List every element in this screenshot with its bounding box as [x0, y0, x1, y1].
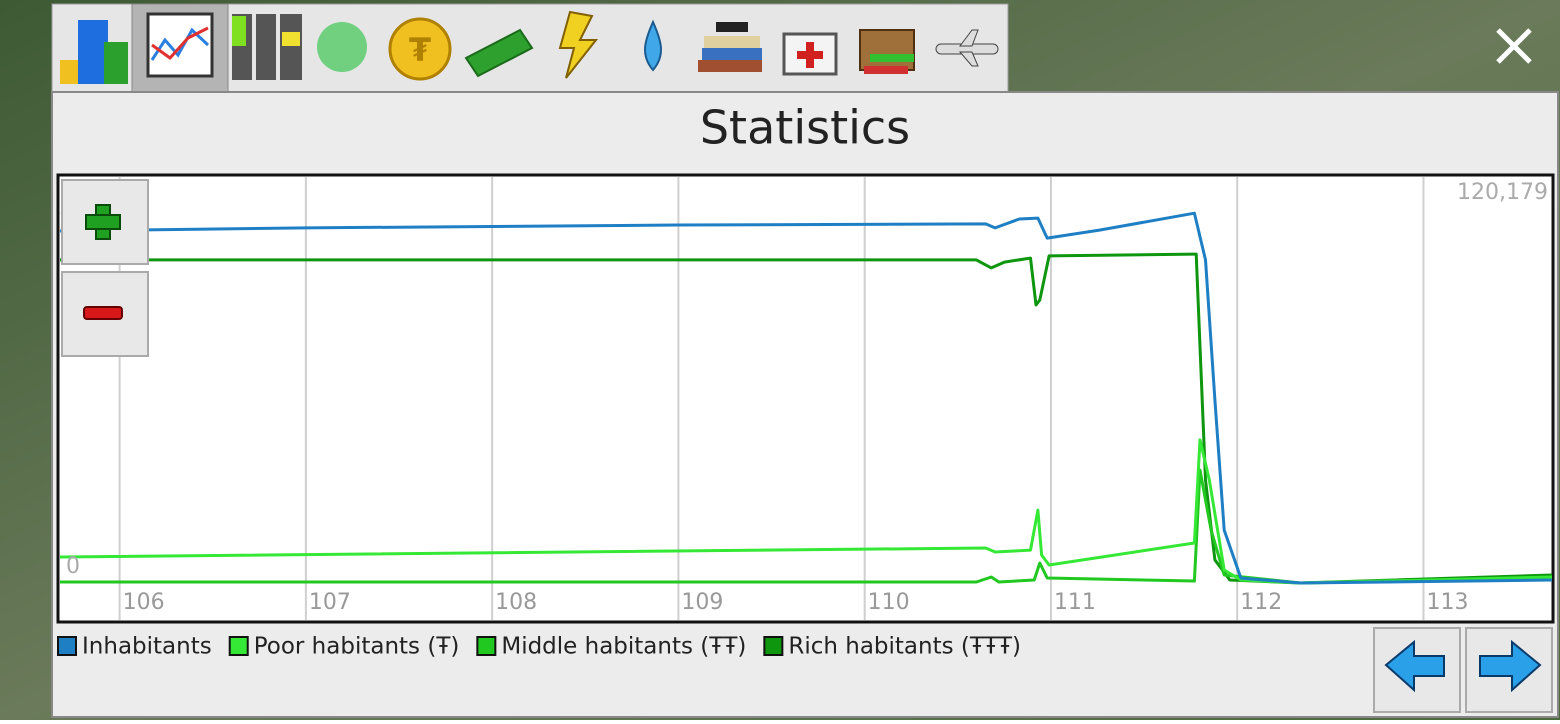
legend-label: Middle habitants (ŦŦ) — [501, 634, 746, 660]
tab-icon-city[interactable] — [60, 20, 128, 84]
next-button[interactable] — [1465, 627, 1553, 713]
axis-labels: 106 107 108 109 110 111 112 113 0 120,179 — [66, 180, 1548, 615]
y-tick-label: 120,179 — [1457, 180, 1548, 205]
tab-bar: ₮ — [51, 3, 1009, 93]
series-line — [60, 438, 1552, 585]
x-tick-label: 112 — [1240, 590, 1282, 615]
legend-swatch — [476, 636, 497, 656]
legend: Inhabitants Poor habitants (Ŧ) Middle habi… — [57, 634, 1021, 660]
tab-icon-airport[interactable] — [935, 29, 999, 67]
chart-area — [56, 173, 1555, 624]
x-tick-label: 111 — [1054, 590, 1096, 615]
legend-swatch — [228, 636, 249, 656]
plot — [60, 177, 1552, 620]
x-tick-label: 113 — [1426, 590, 1468, 615]
x-tick-label: 109 — [681, 590, 723, 615]
tab-icon-budget[interactable] — [464, 28, 534, 78]
legend-swatch — [57, 636, 77, 656]
legend-label: Rich habitants (ŦŦŦ) — [788, 634, 1021, 660]
legend-label: Inhabitants — [82, 634, 212, 660]
tab-icon-water[interactable] — [644, 19, 662, 72]
zoom-out-button[interactable] — [61, 271, 149, 357]
previous-button[interactable] — [1373, 627, 1461, 713]
panel-title: Statistics — [700, 101, 910, 155]
legend-swatch — [763, 636, 784, 656]
tab-icon-happiness[interactable] — [317, 22, 367, 72]
tab-icon-buildings[interactable] — [232, 14, 302, 80]
tab-icon-statistics[interactable] — [146, 12, 214, 78]
tab-icon-education[interactable] — [698, 22, 762, 72]
tab-icon-trade[interactable] — [859, 29, 915, 74]
x-tick-label: 106 — [123, 590, 165, 615]
tab-icon-health[interactable] — [782, 32, 838, 76]
x-tick-label: 108 — [495, 590, 537, 615]
svg-text:₮: ₮ — [409, 31, 431, 69]
x-tick-label: 110 — [868, 590, 910, 615]
series-line — [60, 211, 1552, 585]
tab-icon-money[interactable]: ₮ — [388, 17, 452, 81]
tab-icon-energy[interactable] — [558, 10, 599, 79]
series-line — [60, 468, 1552, 585]
zoom-in-button[interactable] — [61, 179, 149, 265]
x-tick-label: 107 — [309, 590, 351, 615]
close-button[interactable] — [1496, 28, 1532, 64]
legend-label: Poor habitants (Ŧ) — [254, 634, 460, 660]
y-tick-label: 0 — [66, 554, 80, 579]
